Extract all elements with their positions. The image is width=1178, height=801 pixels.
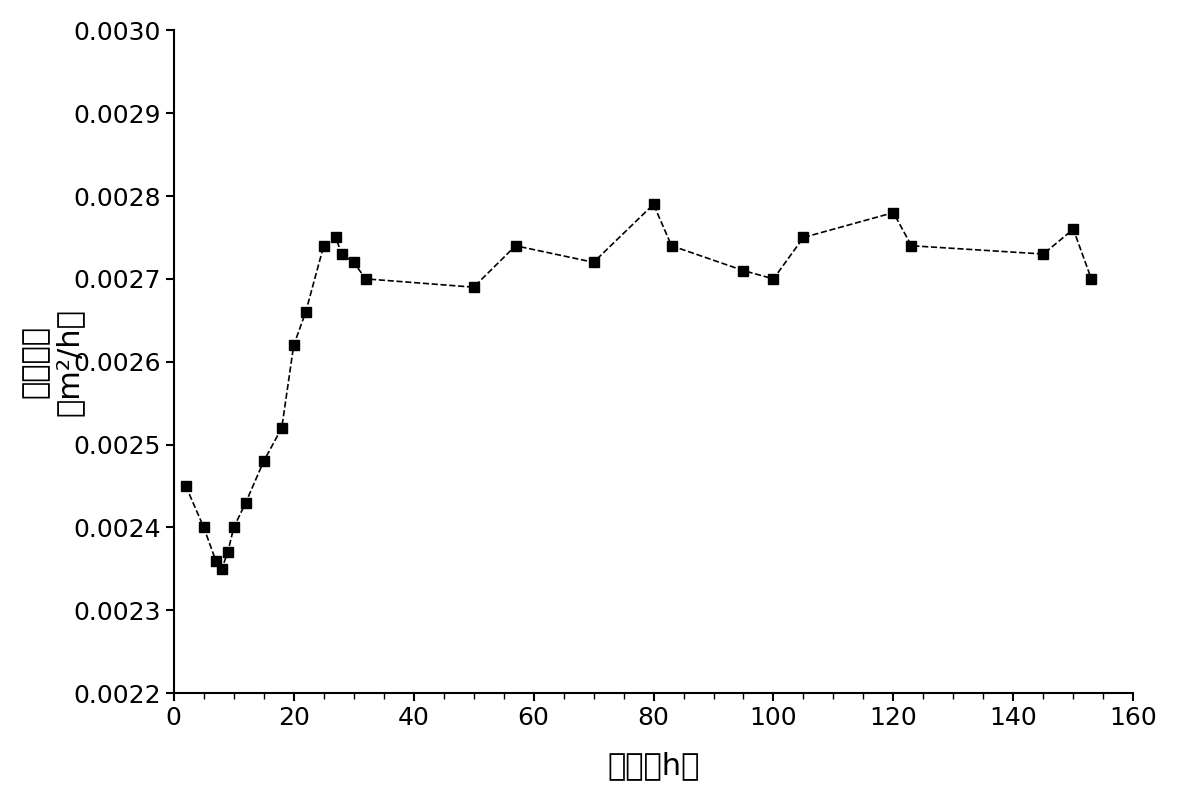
Y-axis label: 导温系数
（m²/h）: 导温系数 （m²/h）: [21, 308, 84, 416]
X-axis label: 龄期（h）: 龄期（h）: [608, 751, 700, 780]
